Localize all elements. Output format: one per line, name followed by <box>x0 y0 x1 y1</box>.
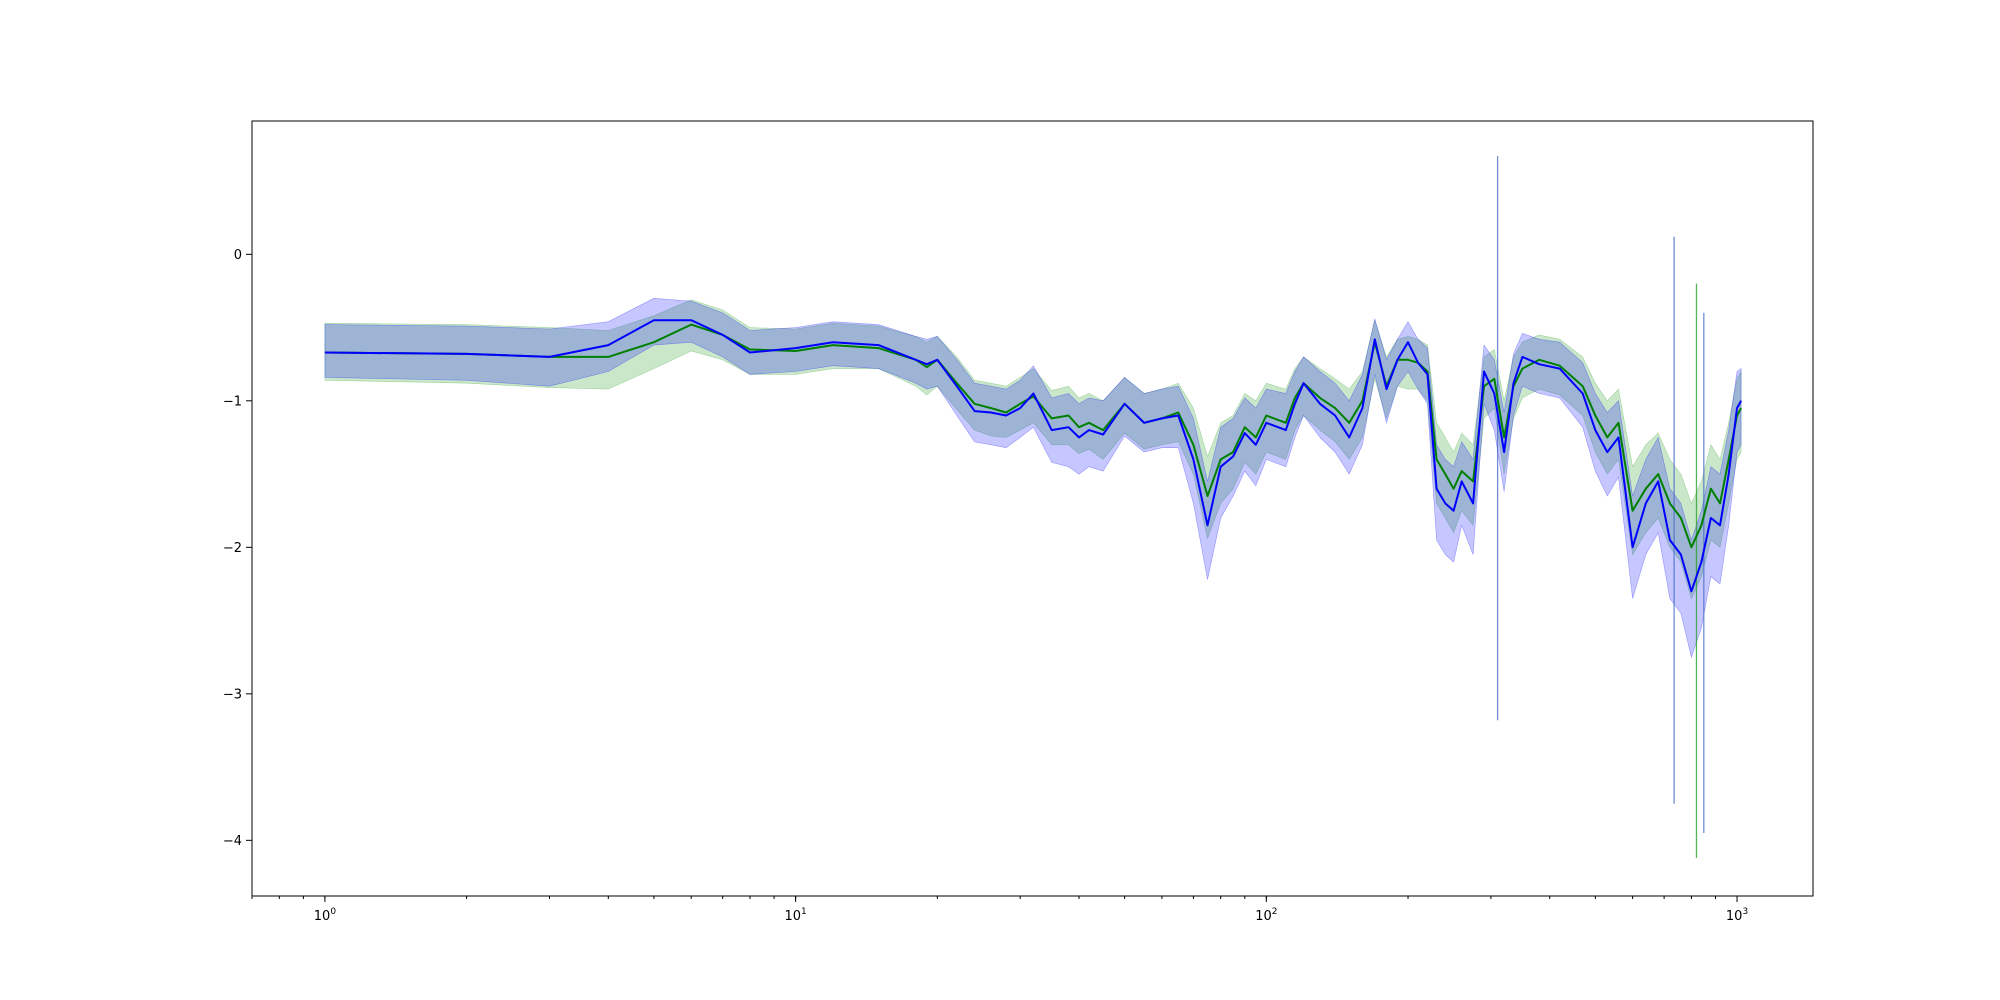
x-tick-label-base: 10 <box>784 909 801 924</box>
y-tick-label: 0 <box>234 248 242 263</box>
x-tick-label-exponent: 2 <box>1272 907 1278 917</box>
x-tick-label-base: 10 <box>1726 909 1743 924</box>
plot-frame <box>251 120 1814 897</box>
y-tick-label: −4 <box>223 834 242 849</box>
y-axis: 0 −1 −2 −3 −4 <box>223 248 252 849</box>
x-tick-label: 103 <box>1726 907 1748 924</box>
series-lines <box>324 319 1742 593</box>
y-tick-label: −3 <box>223 687 242 702</box>
x-tick-label-base: 10 <box>1255 909 1272 924</box>
x-tick-label: 101 <box>784 907 806 924</box>
x-tick-label-exponent: 0 <box>330 907 336 917</box>
x-tick-label-exponent: 1 <box>801 907 807 917</box>
x-tick-label-exponent: 3 <box>1742 907 1748 917</box>
series-1-band <box>324 299 1742 600</box>
x-tick-label: 100 <box>314 907 337 924</box>
y-tick-label: −1 <box>223 394 242 409</box>
series-2-line <box>324 319 1742 593</box>
spike-lines <box>1496 156 1705 858</box>
y-tick-label: −2 <box>223 541 242 556</box>
x-tick-label: 102 <box>1255 907 1277 924</box>
x-tick-label-base: 10 <box>314 909 331 924</box>
